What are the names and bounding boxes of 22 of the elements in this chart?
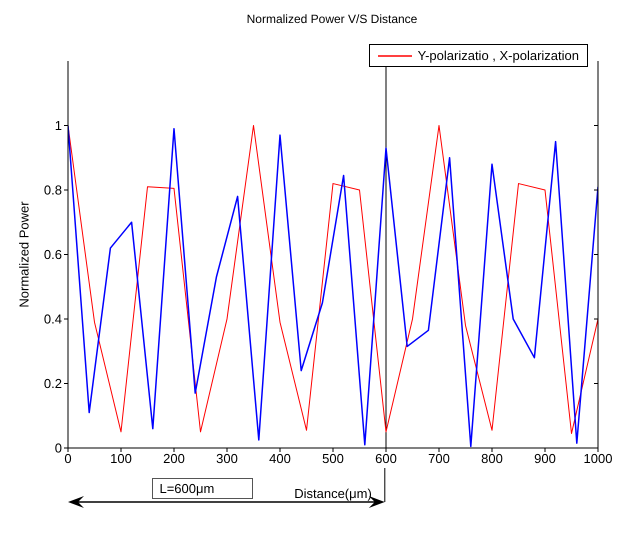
- x-axis-title: Distance(μm): [294, 486, 372, 501]
- y-tick-label: 0: [54, 440, 62, 456]
- y-axis-title: Normalized Power: [16, 200, 32, 308]
- y-tick-label: 0.6: [44, 247, 62, 262]
- y-tick-label: 1: [54, 118, 62, 134]
- x-tick-label: 100: [110, 451, 132, 466]
- text: L=600μm: [152, 478, 253, 499]
- y-tick-label: 0.8: [44, 182, 62, 198]
- y-tick-label: 0.4: [44, 312, 62, 327]
- legend-label: Y-polarizatio , X-polarization: [418, 48, 579, 63]
- x-tick-label: 1000: [584, 451, 612, 466]
- x-tick-label: 700: [428, 451, 450, 466]
- x-tick-label: 400: [269, 451, 291, 466]
- x-tick-label: 600: [375, 451, 397, 466]
- x-tick-label: 900: [534, 451, 556, 466]
- y-tick-label: 0.2: [44, 376, 62, 392]
- x-tick-label: 800: [481, 451, 503, 466]
- x-tick-label: 0: [64, 451, 72, 466]
- x-tick-label: 300: [216, 451, 238, 466]
- chart-title: Normalized Power V/S Distance: [246, 12, 418, 26]
- x-tick-label: 200: [163, 451, 185, 466]
- x-tick-label: 500: [322, 451, 344, 466]
